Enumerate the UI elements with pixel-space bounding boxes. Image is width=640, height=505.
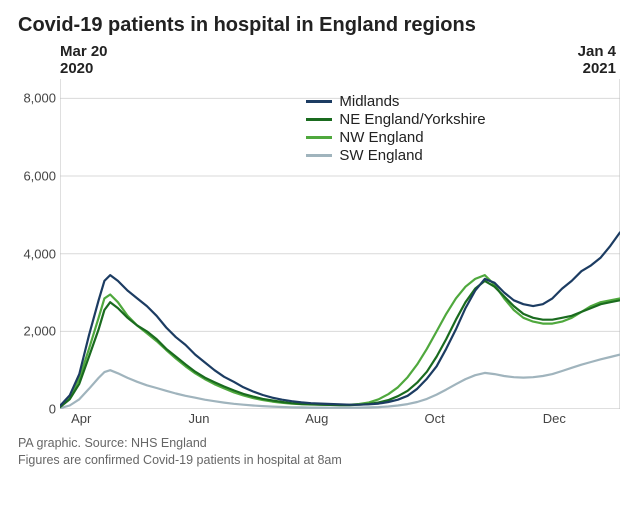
chart-title: Covid-19 patients in hospital in England…: [18, 14, 622, 37]
series-line-ne-england-yorkshire: [60, 281, 620, 407]
y-tick-label: 2,000: [23, 324, 56, 339]
series-line-nw-england: [60, 275, 620, 407]
footer-source: PA graphic. Source: NHS England: [18, 435, 622, 452]
legend-item: SW England: [306, 147, 485, 164]
series-line-sw-england: [60, 355, 620, 409]
plot-area: MidlandsNE England/YorkshireNW EnglandSW…: [60, 79, 620, 409]
y-tick-label: 4,000: [23, 246, 56, 261]
legend-label: NW England: [339, 129, 423, 146]
legend-label: NE England/Yorkshire: [339, 111, 485, 128]
chart-frame: Covid-19 patients in hospital in England…: [0, 0, 640, 505]
legend-item: NE England/Yorkshire: [306, 111, 485, 128]
date-start-label: Mar 202020: [60, 43, 108, 77]
legend-label: Midlands: [339, 93, 399, 110]
x-tick-label: Oct: [424, 411, 444, 426]
legend: MidlandsNE England/YorkshireNW EnglandSW…: [306, 92, 485, 165]
legend-swatch: [306, 154, 332, 157]
legend-label: SW England: [339, 147, 422, 164]
chart-footer: PA graphic. Source: NHS England Figures …: [18, 435, 622, 469]
x-tick-label: Dec: [543, 411, 566, 426]
x-tick-label: Jun: [189, 411, 210, 426]
legend-swatch: [306, 118, 332, 121]
date-range-row: Mar 202020 Jan 42021: [60, 43, 616, 77]
legend-item: NW England: [306, 129, 485, 146]
y-tick-label: 6,000: [23, 169, 56, 184]
footer-note: Figures are confirmed Covid-19 patients …: [18, 452, 622, 469]
y-tick-label: 0: [49, 402, 56, 417]
date-end-label: Jan 42021: [578, 43, 616, 77]
legend-swatch: [306, 136, 332, 139]
legend-swatch: [306, 100, 332, 103]
y-axis-labels: 02,0004,0006,0008,000: [18, 79, 60, 409]
x-axis-labels: Apr Jun Aug Oct Dec: [60, 409, 620, 429]
y-tick-label: 8,000: [23, 91, 56, 106]
chart-area: 02,0004,0006,0008,000 MidlandsNE England…: [18, 79, 622, 409]
x-tick-label: Aug: [305, 411, 328, 426]
x-tick-label: Apr: [71, 411, 91, 426]
legend-item: Midlands: [306, 93, 485, 110]
